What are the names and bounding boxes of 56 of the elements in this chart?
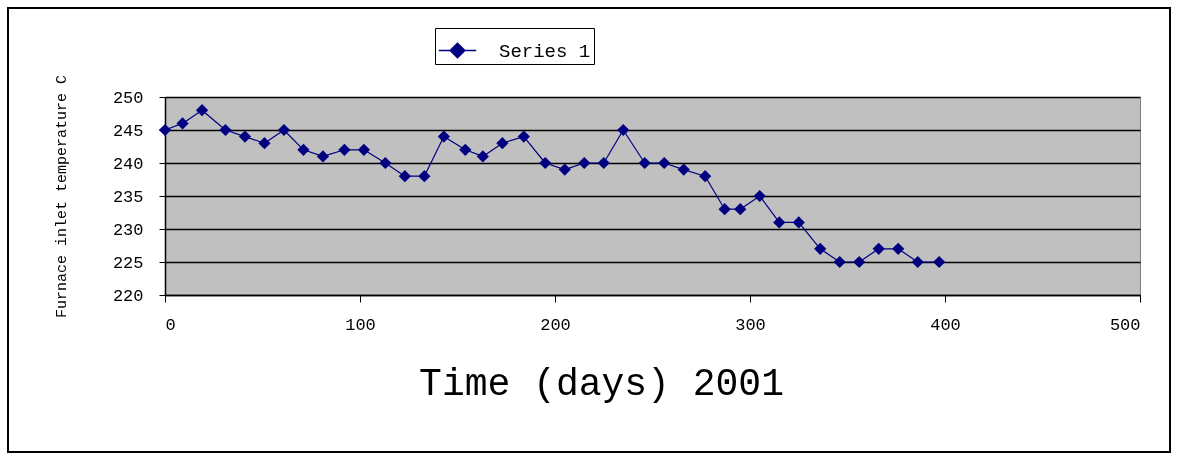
y-tick-label: 235	[112, 187, 144, 207]
x-tick-label: 400	[930, 315, 961, 335]
point	[297, 143, 310, 156]
point	[459, 143, 472, 156]
point	[316, 150, 330, 163]
x-tick-label: 100	[345, 315, 376, 335]
point	[597, 156, 610, 170]
x-axis-title: Time (days) 2001	[419, 362, 784, 406]
point	[379, 156, 392, 170]
x-tick-label: 500	[1109, 315, 1141, 335]
point	[258, 137, 271, 150]
y-tick-label: 220	[112, 286, 144, 306]
point	[911, 255, 924, 269]
point	[773, 216, 786, 229]
point	[158, 123, 172, 137]
point	[933, 255, 946, 269]
point	[437, 130, 450, 143]
legend-label: Series 1	[499, 40, 591, 63]
point	[277, 123, 291, 137]
point	[833, 255, 846, 269]
point	[853, 255, 866, 269]
point	[699, 170, 712, 183]
point	[753, 189, 766, 203]
point	[814, 242, 827, 255]
point	[718, 203, 731, 216]
point	[476, 150, 489, 163]
point	[398, 170, 411, 183]
point	[418, 170, 431, 183]
point	[658, 156, 671, 170]
point	[517, 130, 530, 143]
point	[638, 156, 651, 170]
y-axis-title: Furnace inlet temperature C	[53, 74, 71, 319]
x-tick-label: 0	[165, 315, 176, 335]
point	[539, 156, 552, 170]
point	[578, 156, 591, 170]
point	[195, 104, 209, 117]
y-tick-label: 225	[112, 253, 144, 273]
y-tick-label: 250	[112, 88, 144, 108]
y-tick-label: 240	[112, 154, 144, 174]
y-tick-label: 230	[112, 220, 144, 240]
point	[357, 143, 371, 156]
point	[872, 242, 885, 255]
point	[734, 203, 747, 216]
y-tick-label: 245	[112, 121, 144, 141]
point	[558, 163, 571, 176]
point	[892, 242, 905, 255]
point	[338, 143, 351, 156]
point	[496, 137, 509, 150]
point	[176, 117, 189, 130]
point	[617, 123, 630, 137]
x-tick-label: 200	[540, 315, 571, 335]
point	[677, 163, 690, 176]
point	[792, 216, 805, 229]
point	[238, 130, 252, 143]
x-tick-label: 300	[735, 315, 766, 335]
point	[219, 123, 232, 137]
